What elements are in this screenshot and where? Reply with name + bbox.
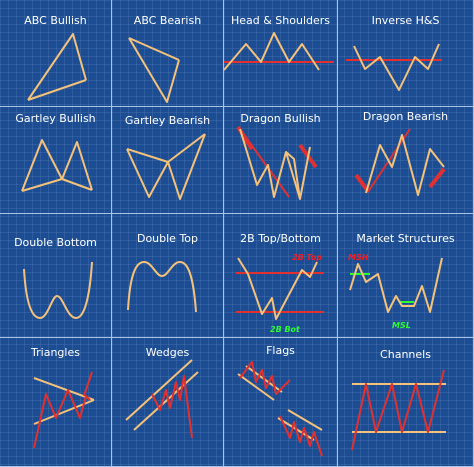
- pattern-inverse-head-and-shoulders: Inverse H&S: [338, 0, 474, 107]
- pattern-flags: Flags: [224, 338, 338, 467]
- pattern-triangles: Triangles: [0, 338, 112, 467]
- pattern-dragon-bearish: Dragon Bearish: [338, 107, 474, 214]
- wedges-drawing: [125, 359, 199, 439]
- head-and-shoulders-drawing: [224, 32, 334, 71]
- pattern-label: Head & Shoulders: [230, 14, 331, 27]
- channels-drawing: [351, 369, 446, 451]
- pattern-head-and-shoulders: Head & Shoulders: [224, 0, 338, 107]
- pattern-label: Channels: [380, 348, 431, 361]
- pattern-label: Market Structures: [356, 232, 455, 245]
- msh-annotation: MSH: [348, 253, 369, 262]
- pattern-label: ABC Bearish: [133, 14, 202, 27]
- pattern-abc-bullish: ABC Bullish: [0, 0, 112, 107]
- pattern-market-structures: Market Structures MSH MSL: [338, 214, 474, 338]
- msl-annotation: MSL: [392, 321, 411, 330]
- abc-bearish-drawing: [128, 37, 180, 103]
- pattern-label: Wedges: [145, 346, 190, 359]
- pattern-label: 2B Top/Bottom: [240, 232, 321, 245]
- dragon-bullish-drawing: [236, 125, 318, 200]
- triangles-drawing: [33, 371, 95, 449]
- gartley-bullish-drawing: [21, 139, 93, 192]
- pattern-abc-bearish: ABC Bearish: [112, 0, 224, 107]
- 2b-bot-annotation: 2B Bot: [270, 325, 300, 334]
- abc-bullish-drawing: [27, 33, 87, 101]
- pattern-label: Inverse H&S: [371, 14, 440, 27]
- pattern-label: Double Top: [136, 232, 199, 245]
- double-top-drawing: [127, 260, 197, 313]
- pattern-double-bottom: Double Bottom: [0, 214, 112, 338]
- flags-drawing: [237, 361, 323, 457]
- pattern-label: Double Bottom: [14, 236, 97, 249]
- pattern-wedges: Wedges: [112, 338, 224, 467]
- dragon-bearish-drawing: [354, 128, 446, 196]
- pattern-channels: Channels: [338, 338, 474, 467]
- pattern-gartley-bullish: Gartley Bullish: [0, 107, 112, 214]
- pattern-label: Dragon Bearish: [362, 110, 449, 123]
- double-bottom-drawing: [23, 261, 93, 320]
- 2b-top-annotation: 2B Top: [292, 253, 323, 262]
- pattern-2b-top-bottom: 2B Top/Bottom 2B Top 2B Bot: [224, 214, 338, 338]
- market-structures-drawing: [349, 257, 443, 313]
- pattern-label: Flags: [266, 344, 295, 357]
- pattern-label: Triangles: [31, 346, 80, 359]
- pattern-label: ABC Bullish: [24, 14, 87, 27]
- inverse-head-and-shoulders-drawing: [346, 43, 442, 91]
- 2b-top-bottom-drawing: [236, 257, 324, 320]
- pattern-label: Dragon Bullish: [240, 112, 321, 125]
- pattern-label: Gartley Bearish: [124, 114, 211, 127]
- gartley-bearish-drawing: [126, 133, 206, 200]
- pattern-dragon-bullish: Dragon Bullish: [224, 107, 338, 214]
- pattern-double-top: Double Top: [112, 214, 224, 338]
- pattern-gartley-bearish: Gartley Bearish: [112, 107, 224, 214]
- pattern-label: Gartley Bullish: [15, 112, 96, 125]
